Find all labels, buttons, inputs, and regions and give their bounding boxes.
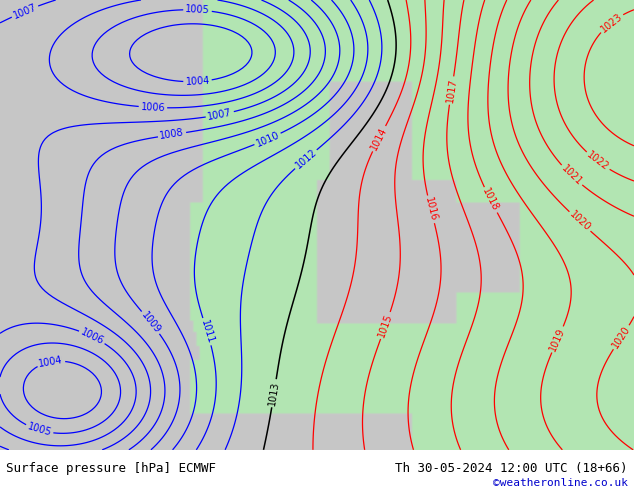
Text: 1016: 1016 [423,196,439,222]
Text: 1017: 1017 [445,77,458,103]
Text: 1006: 1006 [79,327,105,346]
Text: 1015: 1015 [377,312,394,339]
Text: 1020: 1020 [567,210,592,234]
Text: 1007: 1007 [207,107,233,122]
Text: 1018: 1018 [481,187,501,213]
Text: 1005: 1005 [185,4,210,16]
Text: 1020: 1020 [611,324,632,350]
Text: 1023: 1023 [598,11,624,34]
Text: 1009: 1009 [139,310,162,335]
Text: ©weatheronline.co.uk: ©weatheronline.co.uk [493,478,628,488]
Text: 1011: 1011 [199,318,216,345]
Text: Surface pressure [hPa] ECMWF: Surface pressure [hPa] ECMWF [6,462,216,475]
Text: 1007: 1007 [11,2,38,21]
Text: 1004: 1004 [38,355,64,369]
Text: 1006: 1006 [141,102,165,113]
Text: 1008: 1008 [159,128,185,142]
Text: 1019: 1019 [548,326,567,353]
Text: 1010: 1010 [254,130,281,148]
Text: 1021: 1021 [559,163,584,188]
Text: 1012: 1012 [294,147,318,171]
Text: Th 30-05-2024 12:00 UTC (18+66): Th 30-05-2024 12:00 UTC (18+66) [395,462,628,475]
Text: 1022: 1022 [585,150,611,172]
Text: 1013: 1013 [267,380,281,406]
Text: 1004: 1004 [185,76,210,87]
Text: 1014: 1014 [369,125,389,152]
Text: 1005: 1005 [26,422,53,439]
